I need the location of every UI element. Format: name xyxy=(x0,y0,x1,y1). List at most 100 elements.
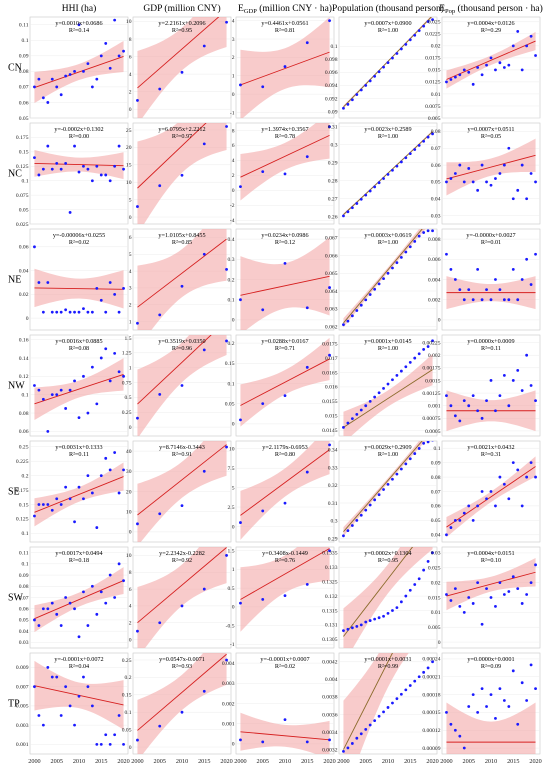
y-tick-label: 4 xyxy=(129,604,132,610)
data-point xyxy=(368,503,372,507)
r-squared-label: R²=0.97 xyxy=(172,133,192,140)
data-point xyxy=(113,292,117,296)
data-point xyxy=(511,461,515,465)
panel-NE-pop: 0.062 0.063 0.064 0.065 0.066 0.067 y=0.0003x+… xyxy=(325,228,438,331)
data-point xyxy=(413,679,417,683)
y-tick-label: 10 xyxy=(126,19,132,25)
r-squared-label: R²=0.02 xyxy=(275,663,295,670)
data-point xyxy=(431,229,434,233)
data-point xyxy=(113,596,117,599)
y-tick-label: 0.092 xyxy=(325,96,338,102)
trend-line xyxy=(137,335,212,405)
y-tick-label: 0.08 xyxy=(19,69,29,75)
data-point xyxy=(476,268,480,271)
data-point xyxy=(86,685,90,689)
r-squared-label: R²=0.12 xyxy=(275,239,295,246)
y-tick-label: 0.09 xyxy=(19,54,29,60)
row-label-NC: NC xyxy=(8,169,22,180)
data-point xyxy=(507,705,511,708)
y-tick-label: 8 xyxy=(232,128,235,134)
data-point xyxy=(158,87,162,91)
data-point xyxy=(511,44,515,48)
data-point xyxy=(399,160,403,164)
data-point xyxy=(395,261,399,265)
panel-TP-gdp: 0 0.05 0.1 0.15 0.2 0.25 y=0.0547x-0.0071R²=0.… xyxy=(122,652,232,755)
panel-NW-hhi: 0.06 0.08 0.1 0.12 0.14 0.16 y=0.0016x+0.0885R… xyxy=(19,334,129,437)
y-tick-label: 5 xyxy=(129,197,132,203)
trend-line xyxy=(137,238,227,308)
data-point xyxy=(489,56,493,60)
y-tick-label: 0.1325 xyxy=(322,579,338,585)
data-point xyxy=(104,173,108,177)
data-point xyxy=(90,584,94,588)
regression-equation: y=0.3408x-0.1449 xyxy=(262,550,308,557)
data-point xyxy=(520,68,524,72)
regression-equation: y=0.0007x+0.0900 xyxy=(364,20,411,27)
y-tick-label: 3 xyxy=(232,37,235,43)
data-point xyxy=(417,143,421,147)
data-point xyxy=(431,18,434,22)
data-point xyxy=(99,298,103,302)
data-point xyxy=(529,283,533,286)
data-point xyxy=(471,602,475,605)
data-point xyxy=(77,485,81,489)
data-point xyxy=(485,399,488,403)
data-point xyxy=(502,593,506,596)
data-point xyxy=(485,705,488,708)
y-tick-label: 0.31 xyxy=(328,124,338,130)
data-point xyxy=(408,361,412,364)
data-point xyxy=(86,62,90,66)
data-point xyxy=(426,229,430,233)
data-point xyxy=(445,394,448,397)
data-point xyxy=(136,522,139,526)
confidence-band xyxy=(446,702,536,754)
y-tick-label: 0.225 xyxy=(16,459,29,465)
data-point xyxy=(359,408,363,412)
r-squared-label: R²=0.80 xyxy=(275,451,295,458)
data-point xyxy=(445,252,448,256)
y-tick-label: 0.3 xyxy=(228,257,235,263)
panel-SW-hhi: 0.03 0.04 0.05 0.06 0.07 0.08 0.09 0.1 0.11 y=0.0… xyxy=(19,546,129,649)
r-squared-label: R²=0.99 xyxy=(378,663,398,670)
trend-line xyxy=(137,444,227,516)
y-tick-label: 0.1 xyxy=(434,446,441,452)
data-point xyxy=(73,310,76,314)
y-tick-label: 0.003 xyxy=(222,681,235,687)
data-point xyxy=(462,68,466,72)
data-point xyxy=(373,74,377,78)
data-point xyxy=(77,310,81,314)
regression-equation: y=1.3974x+0.3567 xyxy=(261,126,308,133)
y-tick-label: 0.4 xyxy=(228,237,235,243)
data-point xyxy=(422,231,426,234)
y-tick-label: 0.09 xyxy=(328,109,338,115)
data-point xyxy=(364,193,368,197)
panel-NW-epop: 0.0005 0.00075 0.001 0.00125 0.0015 0.00175 0.… xyxy=(422,334,541,437)
data-point xyxy=(404,688,408,692)
data-point xyxy=(391,266,394,270)
y-tick-label: 40 xyxy=(126,449,132,455)
y-tick-label: 0.07 xyxy=(431,489,441,495)
data-point xyxy=(355,518,359,522)
y-tick-label: 0.0042 xyxy=(322,660,338,666)
data-point xyxy=(90,85,94,89)
data-point xyxy=(99,54,103,58)
y-tick-label: 0.00018 xyxy=(422,692,440,698)
y-tick-label: 0.34 xyxy=(328,448,338,454)
data-point xyxy=(480,687,484,691)
y-tick-label: 0.06 xyxy=(19,429,29,435)
data-point xyxy=(202,348,206,352)
data-point xyxy=(50,77,54,81)
data-point xyxy=(471,518,475,522)
x-tick-label: 2010 xyxy=(279,758,291,765)
data-point xyxy=(382,614,385,618)
x-tick-label: 2010 xyxy=(485,758,497,765)
y-tick-label: 0.1305 xyxy=(322,637,338,643)
data-point xyxy=(86,624,90,627)
data-point xyxy=(33,245,36,249)
data-point xyxy=(225,125,228,128)
y-tick-label: 0.5 xyxy=(228,586,235,592)
data-point xyxy=(37,77,41,81)
data-point xyxy=(68,704,72,708)
y-tick-label: 5 xyxy=(232,485,235,491)
